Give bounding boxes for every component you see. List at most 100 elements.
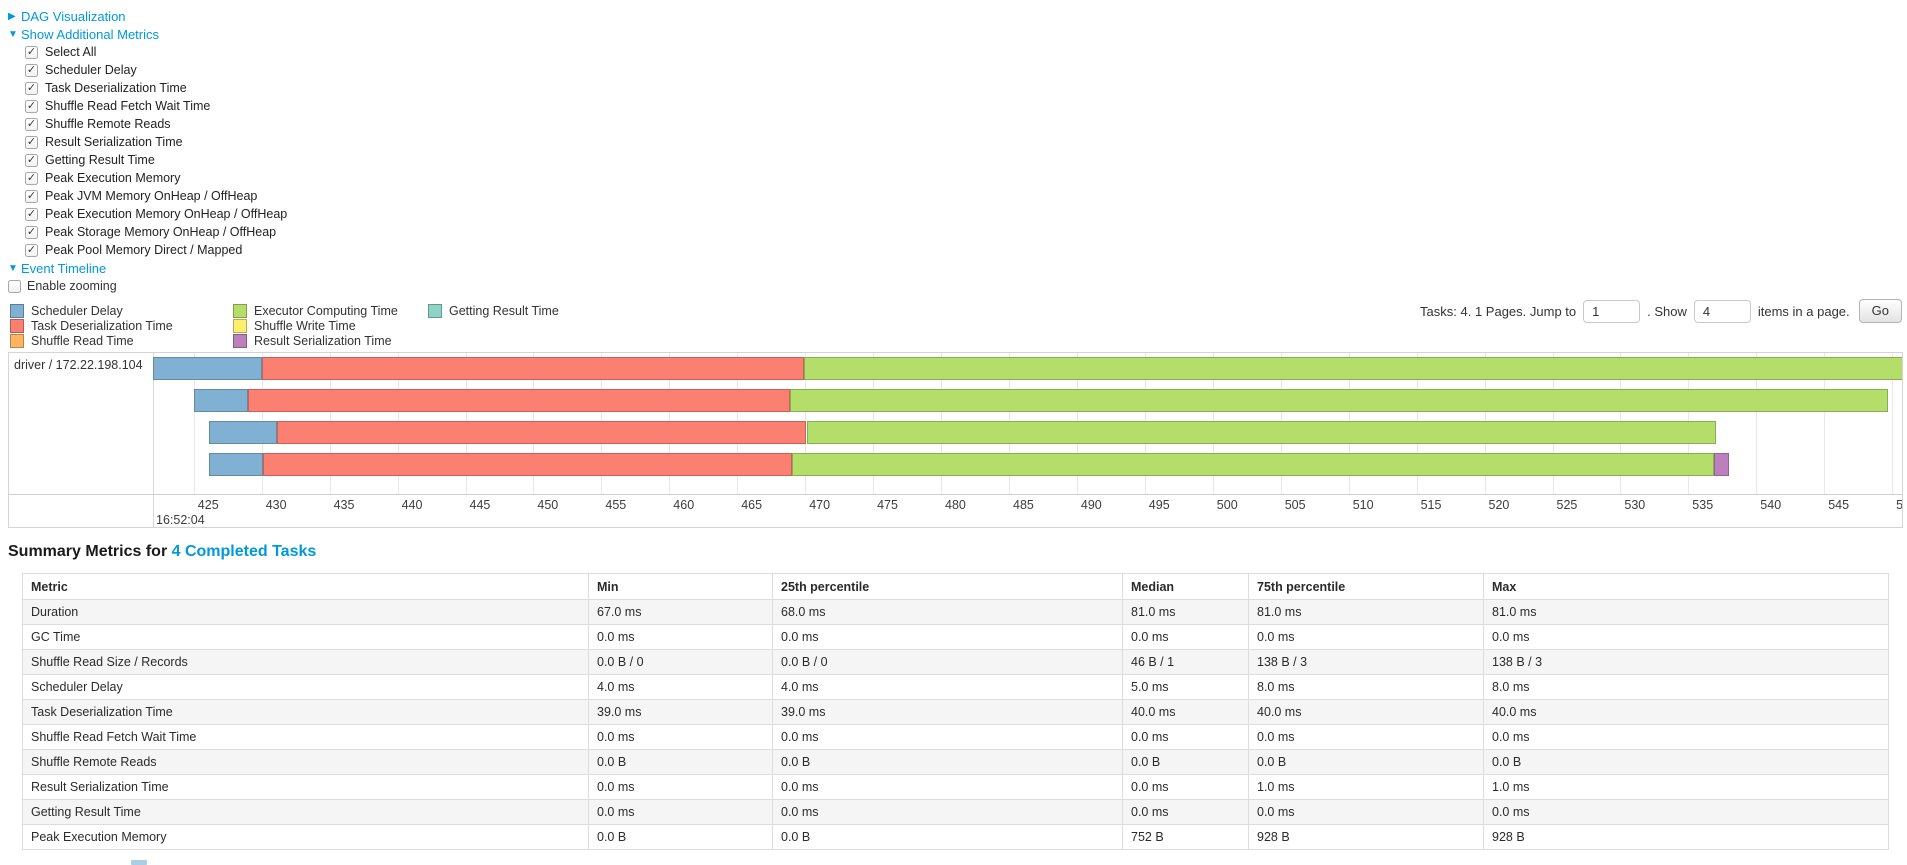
checkbox-label: Peak Storage Memory OnHeap / OffHeap (45, 225, 277, 239)
dag-visualization-label[interactable]: DAG Visualization (21, 8, 126, 24)
gridline (1892, 353, 1894, 494)
gridline (1756, 353, 1758, 494)
collapsed-arrow-icon: ▶ (8, 10, 16, 22)
checkbox-label: Peak JVM Memory OnHeap / OffHeap (45, 189, 258, 203)
tick-label: 545 (1828, 498, 1850, 512)
checkbox-label: Result Serialization Time (45, 135, 183, 149)
task-pagination: Tasks: 4. 1 Pages. Jump to . Show items … (1420, 299, 1902, 323)
tick-label: 485 (1013, 498, 1034, 512)
tick-label: 490 (1080, 498, 1102, 512)
summary-metrics-title: Summary Metrics for 4 Completed Tasks (8, 543, 316, 561)
metric-value-cell: 39.0 ms (588, 699, 773, 725)
metric-value-cell: 0.0 B (772, 824, 1123, 850)
metric-name-cell: Task Deserialization Time (22, 699, 589, 725)
metric-value-cell: 0.0 ms (1122, 799, 1249, 825)
task-bar-segment-result-serialization[interactable] (1714, 453, 1729, 476)
stage-controls: ▶ DAG Visualization ▼ Show Additional Me… (8, 7, 287, 295)
checkbox-icon[interactable]: ✓ (25, 153, 38, 167)
tick-label: 505 (1284, 498, 1306, 512)
checkbox-icon[interactable]: ✓ (25, 63, 38, 77)
task-bar-segment-executor-computing[interactable] (806, 421, 1716, 444)
tick-label: 530 (1624, 498, 1646, 512)
checkbox-icon[interactable]: ✓ (25, 117, 38, 131)
task-bar-segment-scheduler-delay[interactable] (208, 453, 263, 476)
completed-tasks-link[interactable]: 4 Completed Tasks (171, 543, 317, 560)
table-row: Getting Result Time 0.0 ms 0.0 ms 0.0 ms 0.0… (22, 799, 1889, 825)
checkbox-icon[interactable]: ✓ (25, 81, 38, 95)
task-bar-segment-executor-computing[interactable] (790, 389, 1888, 412)
checkbox-icon[interactable]: ✓ (25, 171, 38, 185)
checkbox-label: Peak Pool Memory Direct / Mapped (45, 243, 243, 257)
task-bar-segment-scheduler-delay[interactable] (193, 389, 249, 412)
table-row: Shuffle Read Size / Records 0.0 B / 0 0.0 … (22, 649, 1889, 675)
task-bar-segment-scheduler-delay[interactable] (153, 357, 262, 380)
tick-label: 470 (809, 498, 831, 512)
task-bar-segment-task-deserialization[interactable] (261, 357, 804, 380)
event-timeline-chart[interactable]: driver / 172.22.198.104 16:52:04 425 430 4… (8, 352, 1903, 528)
time-axis-major-label: 16:52:04 (156, 513, 205, 527)
go-button[interactable]: Go (1858, 299, 1902, 323)
metric-value-cell: 0.0 ms (1248, 799, 1484, 825)
show-additional-metrics-label[interactable]: Show Additional Metrics (21, 26, 160, 42)
legend-swatch-icon (10, 333, 24, 348)
jump-to-page-input[interactable] (1583, 299, 1641, 323)
legend-label: Executor Computing Time (254, 303, 398, 318)
checkbox-icon[interactable]: ✓ (25, 135, 38, 149)
event-timeline-toggle[interactable]: ▼ Event Timeline (8, 259, 287, 277)
metric-checkbox-row: ✓ Peak Execution Memory (8, 169, 287, 187)
table-row: Scheduler Delay 4.0 ms 4.0 ms 5.0 ms 8.0 ms 8… (22, 674, 1889, 700)
metric-value-cell: 8.0 ms (1483, 674, 1889, 700)
tick-label: 425 (197, 498, 219, 512)
checkbox-icon[interactable]: ✓ (25, 45, 38, 59)
metric-value-cell: 0.0 ms (588, 624, 773, 650)
metric-name-cell: Getting Result Time (22, 799, 589, 825)
metric-value-cell: 5.0 ms (1122, 674, 1249, 700)
metric-value-cell: 0.0 ms (772, 799, 1123, 825)
task-bar-segment-executor-computing[interactable] (803, 357, 1902, 380)
tick-label: 430 (265, 498, 287, 512)
metric-value-cell: 0.0 B (1483, 749, 1889, 775)
metric-value-cell: 4.0 ms (772, 674, 1123, 700)
tick-label: 445 (469, 498, 491, 512)
checkbox-label: Peak Execution Memory OnHeap / OffHeap (45, 207, 288, 221)
gridline (1824, 353, 1826, 494)
checkbox-icon[interactable]: ✓ (25, 207, 38, 221)
pagination-items-text: items in a page. (1757, 303, 1850, 319)
checkbox-icon[interactable]: ✓ (25, 243, 38, 257)
pagination-summary-text: Tasks: 4. 1 Pages. Jump to (1420, 303, 1577, 319)
table-row: Shuffle Read Fetch Wait Time 0.0 ms 0.0 ms… (22, 724, 1889, 750)
metric-checkbox-row: ✓ Peak Execution Memory OnHeap / OffHeap (8, 205, 287, 223)
legend-item: Shuffle Read Time (10, 333, 233, 348)
task-bar-segment-task-deserialization[interactable] (276, 421, 807, 444)
metric-name-cell: Duration (22, 599, 589, 625)
gridline (193, 353, 195, 494)
items-per-page-input[interactable] (1693, 299, 1751, 323)
legend-swatch-icon (428, 303, 442, 318)
enable-zooming-checkbox[interactable]: ✓ (8, 279, 21, 293)
checkbox-icon[interactable]: ✓ (25, 99, 38, 113)
metric-checkbox-row: ✓ Peak Pool Memory Direct / Mapped (8, 241, 287, 259)
checkbox-icon[interactable]: ✓ (25, 225, 38, 239)
metric-value-cell: 67.0 ms (588, 599, 773, 625)
table-header-cell: Median (1122, 573, 1249, 600)
tick-label: 465 (741, 498, 763, 512)
checkbox-icon[interactable]: ✓ (25, 189, 38, 203)
checkbox-label: Task Deserialization Time (45, 81, 187, 95)
task-bar-segment-scheduler-delay[interactable] (208, 421, 277, 444)
task-bar-segment-executor-computing[interactable] (791, 453, 1715, 476)
metric-value-cell: 0.0 ms (772, 774, 1123, 800)
task-bar-segment-task-deserialization[interactable] (248, 389, 791, 412)
label-column-divider (153, 353, 154, 527)
metric-value-cell: 39.0 ms (772, 699, 1123, 725)
expanded-arrow-icon: ▼ (8, 28, 18, 40)
metric-value-cell: 0.0 B / 0 (772, 649, 1123, 675)
metric-value-cell: 0.0 B / 0 (588, 649, 773, 675)
dag-visualization-toggle[interactable]: ▶ DAG Visualization (8, 7, 287, 25)
metric-value-cell: 0.0 ms (1122, 624, 1249, 650)
event-timeline-label[interactable]: Event Timeline (21, 260, 107, 276)
show-additional-metrics-toggle[interactable]: ▼ Show Additional Metrics (8, 25, 287, 43)
task-bar-segment-task-deserialization[interactable] (263, 453, 792, 476)
checkbox-label: Shuffle Remote Reads (45, 117, 171, 131)
metric-value-cell: 0.0 ms (1122, 774, 1249, 800)
legend-label: Task Deserialization Time (31, 318, 173, 333)
